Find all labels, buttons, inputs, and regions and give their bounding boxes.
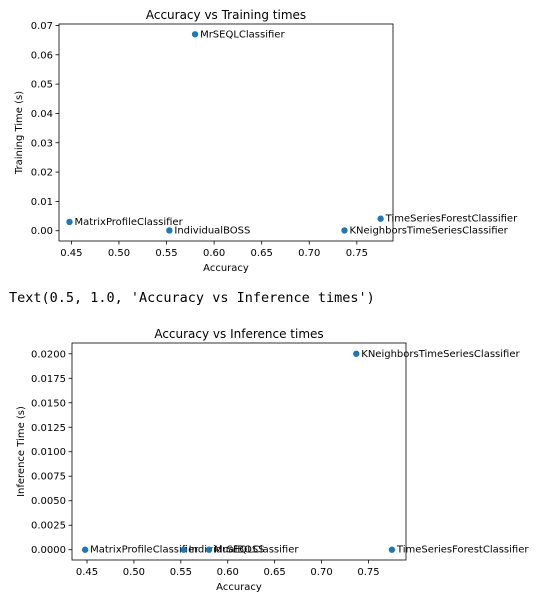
- y-tick-label: 0.00: [31, 226, 53, 237]
- y-tick-label: 0.0050: [31, 496, 66, 507]
- x-tick-label: 0.55: [155, 248, 177, 259]
- data-point: [205, 546, 213, 553]
- data-point-label: MrSEQLClassifier: [200, 29, 285, 40]
- data-point: [66, 218, 73, 226]
- x-tick-label: 0.65: [251, 248, 273, 259]
- y-tick-label: 0.0175: [31, 374, 66, 385]
- y-tick-label: 0.0000: [31, 545, 66, 556]
- data-point-label: KNeighborsTimeSeriesClassifier: [361, 349, 520, 360]
- y-tick-label: 0.01: [31, 197, 53, 208]
- data-point-label: IndividualBOSS: [189, 545, 265, 556]
- data-point-label: MatrixProfileClassifier: [74, 217, 183, 228]
- x-tick-label: 0.50: [108, 248, 130, 259]
- x-tick-label: 0.70: [310, 567, 332, 578]
- x-tick-label: 0.50: [123, 567, 145, 578]
- y-tick-label: 0.05: [31, 80, 53, 91]
- data-point-label: TimeSeriesForestClassifier: [385, 214, 518, 225]
- data-point: [180, 546, 187, 553]
- y-tick-label: 0.0200: [31, 349, 66, 360]
- data-point-label: KNeighborsTimeSeriesClassifier: [349, 225, 508, 236]
- x-tick-label: 0.65: [264, 567, 286, 578]
- data-point: [341, 227, 348, 234]
- x-tick-label: 0.75: [357, 567, 379, 578]
- data-point: [166, 227, 173, 234]
- y-axis-label: Inference Time (s): [16, 406, 27, 497]
- y-tick-label: 0.03: [31, 138, 53, 149]
- data-point-label: MatrixProfileClassifier: [90, 545, 199, 556]
- data-point-label: MrSEQLClassifier: [214, 545, 299, 556]
- chart-title: Accuracy vs Training times: [146, 8, 306, 22]
- data-point-label: IndividualBOSS: [174, 225, 250, 236]
- inference-time-chart: Accuracy vs Inference times 0.45 0.50 0.55 0…: [16, 327, 529, 593]
- y-tick-label: 0.04: [31, 109, 53, 120]
- x-tick-label: 0.60: [217, 567, 239, 578]
- data-point: [388, 546, 396, 553]
- data-point: [81, 546, 89, 553]
- cell-output-text: Text(0.5, 1.0, 'Accuracy vs Inference ti…: [9, 290, 375, 306]
- x-tick-label: 0.75: [346, 248, 368, 259]
- plot-frame: [58, 23, 394, 242]
- x-tick-label: 0.70: [298, 248, 320, 259]
- data-point: [353, 350, 360, 357]
- data-point: [191, 31, 199, 38]
- data-point-label: TimeSeriesForestClassifier: [396, 545, 529, 556]
- training-time-chart: Accuracy vs Training times 0.45 0.50 0.55 0.…: [14, 8, 518, 274]
- plot-frame: [71, 342, 407, 561]
- x-tick-label: 0.55: [170, 567, 192, 578]
- x-axis-label: Accuracy: [216, 582, 262, 593]
- x-tick-label: 0.45: [76, 567, 98, 578]
- data-point: [377, 215, 384, 222]
- y-tick-label: 0.0125: [31, 423, 66, 434]
- y-tick-label: 0.02: [31, 168, 53, 179]
- x-tick-label: 0.60: [203, 248, 225, 259]
- y-tick-label: 0.0150: [31, 398, 66, 409]
- x-axis-label: Accuracy: [203, 263, 249, 274]
- y-tick-label: 0.0100: [31, 447, 66, 458]
- y-tick-label: 0.0025: [31, 521, 66, 532]
- chart-title: Accuracy vs Inference times: [154, 327, 323, 341]
- y-tick-label: 0.0075: [31, 472, 66, 483]
- x-tick-label: 0.45: [60, 248, 82, 259]
- y-tick-label: 0.07: [31, 21, 53, 32]
- y-tick-label: 0.06: [31, 50, 53, 61]
- y-axis-label: Training Time (s): [14, 91, 25, 175]
